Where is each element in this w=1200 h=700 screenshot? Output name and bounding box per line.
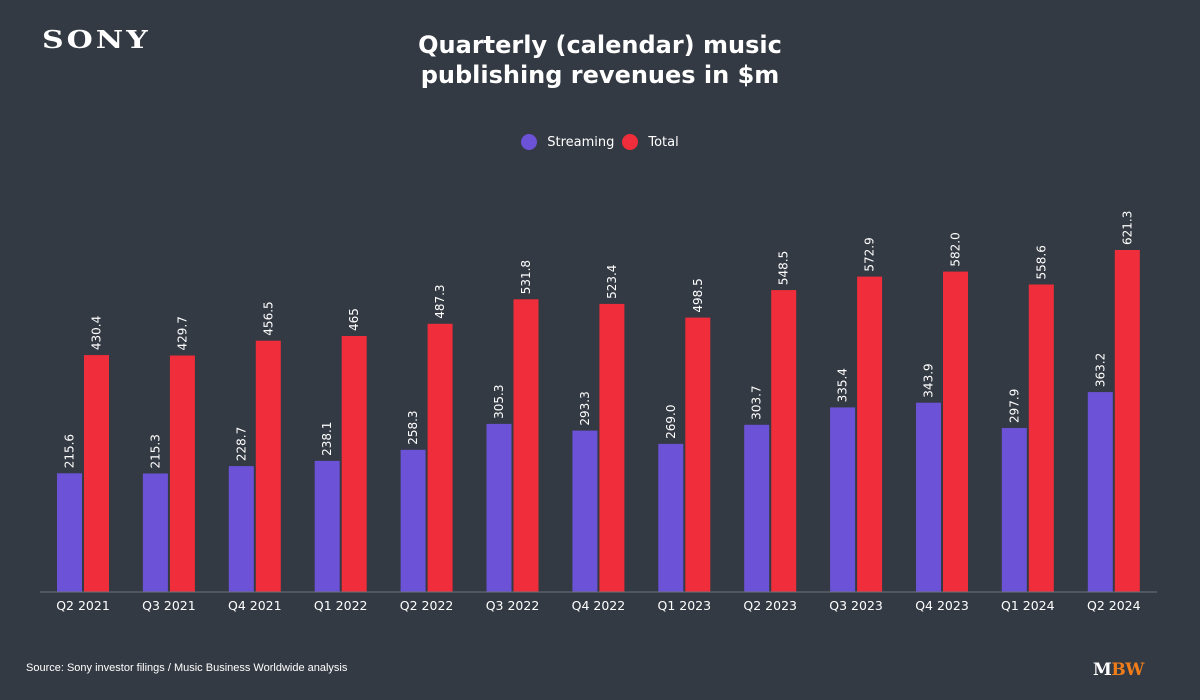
data-label-total: 548.5 [777,251,791,285]
bar-total-q2-2024[interactable] [1114,250,1140,592]
x-tick-label: Q2 2021 [56,598,110,613]
x-tick-label: Q2 2024 [1087,598,1141,613]
data-label-total: 558.6 [1034,245,1048,279]
data-label-total: 456.5 [261,301,275,335]
legend-label-total: Total [648,134,679,150]
legend-label-streaming: Streaming [547,134,615,150]
data-label-streaming: 293.3 [578,391,592,425]
bar-total-q2-2021[interactable] [84,355,109,592]
bar-streaming-q3-2023[interactable] [830,407,856,592]
data-label-total: 429.7 [175,316,189,350]
data-label-streaming: 238.1 [320,422,334,456]
legend-item-total[interactable]: Total [622,134,679,150]
sony-logo: SONY [42,26,151,55]
bar-total-q1-2022[interactable] [341,336,367,592]
x-tick-label: Q1 2024 [1001,598,1055,613]
bars-layer [57,250,1140,592]
bar-streaming-q4-2023[interactable] [916,402,941,592]
data-label-streaming: 343.9 [922,363,936,397]
chart-title-line-2: publishing revenues in $m [420,61,780,89]
chart-title-line-1: Quarterly (calendar) music [418,31,782,59]
bar-total-q4-2023[interactable] [943,271,968,592]
mbw-logo-m: M [1093,660,1112,680]
bar-total-q1-2024[interactable] [1028,284,1054,593]
data-label-total: 572.9 [863,237,877,271]
data-label-streaming: 258.3 [406,410,420,444]
x-tick-label: Q4 2023 [915,598,969,613]
data-label-streaming: 297.9 [1007,389,1021,423]
bar-total-q1-2023[interactable] [685,317,711,592]
legend-item-streaming[interactable]: Streaming [521,134,614,150]
data-label-streaming: 269.0 [664,405,678,439]
bar-streaming-q4-2021[interactable] [228,466,254,592]
bar-streaming-q1-2024[interactable] [1001,428,1027,592]
x-tick-label: Q3 2023 [829,598,883,613]
x-tick-label: Q3 2022 [486,598,540,613]
x-tick-labels-layer: Q2 2021 Q3 2021 Q4 2021 Q1 2022 Q2 2022 Q3 20… [56,598,1140,613]
data-label-streaming: 303.7 [750,385,764,419]
data-label-total: 487.3 [433,284,447,318]
data-label-total: 498.5 [691,278,705,312]
x-tick-label: Q4 2022 [572,598,626,613]
data-label-streaming: 363.2 [1093,353,1107,387]
data-label-streaming: 215.3 [148,434,162,468]
data-labels-layer: 215.6 430.4 215.3 429.7 228.7 456.5 238.1 465 25… [63,211,1135,469]
x-tick-label: Q2 2023 [743,598,797,613]
x-tick-label: Q2 2022 [400,598,454,613]
bar-streaming-q3-2022[interactable] [486,423,512,592]
data-label-total: 582.0 [949,232,963,266]
bar-total-q3-2023[interactable] [857,276,883,592]
data-label-streaming: 228.7 [234,427,248,461]
bar-total-q3-2021[interactable] [169,355,195,593]
x-tick-label: Q4 2021 [228,598,282,613]
bar-streaming-q1-2023[interactable] [658,443,684,592]
bar-streaming-q3-2021[interactable] [142,473,168,593]
data-label-total: 621.3 [1120,211,1134,245]
chart-title: Quarterly (calendar) music publishing re… [300,30,900,90]
bar-streaming-q2-2021[interactable] [57,473,82,592]
mbw-logo-bw: BW [1111,660,1144,680]
bar-total-q4-2021[interactable] [255,340,281,592]
data-label-streaming: 335.4 [836,368,850,402]
legend: Streaming Total [0,134,1200,150]
bar-streaming-q2-2022[interactable] [400,449,426,592]
data-label-total: 523.4 [605,265,619,299]
data-label-total: 430.4 [90,316,104,350]
data-label-total: 465 [347,308,361,331]
x-tick-label: Q1 2023 [658,598,712,613]
bar-streaming-q1-2022[interactable] [314,460,340,592]
bar-streaming-q4-2022[interactable] [572,430,598,592]
bar-total-q2-2022[interactable] [427,323,453,592]
bar-streaming-q2-2024[interactable] [1087,392,1113,592]
bar-streaming-q2-2023[interactable] [744,424,770,592]
data-label-streaming: 215.6 [63,434,77,468]
x-tick-label: Q1 2022 [314,598,368,613]
x-tick-label: Q3 2021 [142,598,196,613]
legend-dot-streaming-icon [521,134,538,150]
legend-dot-total-icon [622,134,639,150]
mbw-logo: MBW [1093,660,1144,680]
data-label-total: 531.8 [519,260,533,294]
data-label-streaming: 305.3 [492,385,506,419]
source-note: Source: Sony investor filings / Music Bu… [26,662,348,674]
bar-total-q2-2023[interactable] [771,290,797,592]
bar-total-q4-2022[interactable] [599,303,625,592]
bar-total-q3-2022[interactable] [513,299,539,592]
